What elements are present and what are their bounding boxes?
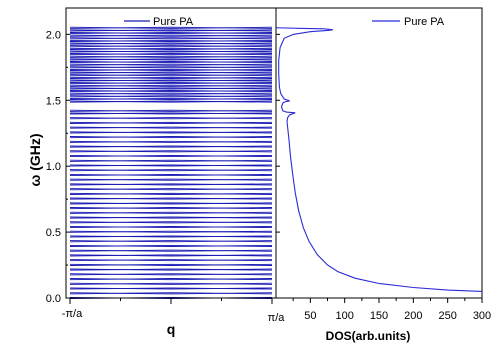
band-line — [69, 55, 273, 58]
dos-curve — [275, 26, 483, 292]
band-line — [69, 121, 273, 124]
band-line — [69, 71, 273, 74]
band-line — [69, 150, 273, 153]
band-line — [69, 235, 273, 238]
band-line — [69, 126, 273, 129]
band-line — [69, 278, 273, 281]
q-axis-ticks — [69, 298, 273, 304]
dispersion-legend-label: Pure PA — [153, 16, 194, 28]
dispersion-legend: Pure PA — [124, 16, 194, 28]
band-line — [69, 109, 273, 112]
band-line — [69, 42, 273, 45]
dos-axis-title: DOS(arb.units) — [326, 329, 411, 343]
band-line — [69, 292, 273, 295]
band-line — [69, 169, 273, 172]
band-line — [69, 282, 273, 285]
band-line — [69, 37, 273, 40]
band-line — [69, 100, 273, 103]
dos-tick-label: 250 — [438, 310, 456, 322]
band-line — [69, 207, 273, 210]
band-lines — [69, 26, 273, 300]
band-line — [69, 95, 273, 98]
band-line — [69, 76, 273, 79]
band-line — [69, 211, 273, 214]
dispersion-panel: 0.0 0.5 1.0 1.5 2.0 -π/a π/a q ω (GHz) Pure … — [27, 7, 286, 337]
band-line — [69, 287, 273, 290]
band-line — [69, 92, 273, 95]
band-line — [69, 68, 273, 71]
dos-legend: Pure PA — [372, 16, 445, 28]
y-tick-label: 0.5 — [46, 227, 61, 239]
dos-tick-label: 200 — [404, 310, 422, 322]
band-line — [69, 74, 273, 77]
band-line — [69, 26, 273, 29]
band-line — [69, 82, 273, 85]
band-line — [69, 84, 273, 87]
dos-frame — [275, 7, 483, 299]
band-line — [69, 53, 273, 56]
band-line — [69, 244, 273, 247]
y-tick-label: 0.0 — [46, 293, 61, 305]
dos-tick-label: 100 — [335, 310, 353, 322]
band-line — [69, 197, 273, 200]
band-line — [69, 263, 273, 266]
band-line — [69, 273, 273, 276]
band-line — [69, 159, 273, 162]
band-line — [69, 154, 273, 158]
band-line — [69, 140, 273, 143]
dos-tick-label: 300 — [473, 310, 491, 322]
band-line — [69, 50, 273, 53]
band-line — [69, 225, 273, 229]
band-line — [69, 32, 273, 35]
band-line — [69, 183, 273, 186]
band-line — [69, 192, 273, 195]
dos-legend-label: Pure PA — [404, 16, 445, 28]
band-line — [69, 188, 273, 191]
band-line — [69, 117, 273, 120]
band-line — [69, 164, 273, 167]
band-line — [69, 47, 273, 50]
q-tick-label-right: π/a — [268, 312, 286, 324]
band-line — [69, 240, 273, 243]
dos-tick-label: 50 — [304, 310, 316, 322]
band-line — [69, 136, 273, 139]
band-line — [69, 39, 273, 42]
band-line — [69, 90, 273, 93]
band-line — [69, 66, 273, 69]
dos-axis-ticks: 50 100 150 200 250 300 — [292, 298, 491, 322]
band-line — [69, 34, 273, 37]
band-line — [69, 29, 273, 32]
band-line — [69, 79, 273, 82]
q-axis-title: q — [167, 321, 176, 337]
band-line — [69, 254, 273, 257]
y-tick-label: 1.5 — [46, 95, 61, 107]
band-line — [69, 230, 273, 233]
y-tick-label: 2.0 — [46, 29, 61, 41]
band-line — [69, 131, 273, 134]
band-line — [69, 173, 273, 177]
band-line — [69, 268, 273, 271]
band-line — [69, 112, 273, 115]
dos-panel: 50 100 150 200 250 300 DOS(arb.units) Pure PA — [275, 7, 491, 343]
band-line — [69, 87, 273, 90]
band-line — [69, 259, 273, 262]
y-axis-ticks: 0.0 0.5 1.0 1.5 2.0 — [46, 29, 280, 305]
band-line — [69, 249, 273, 252]
band-line — [69, 97, 273, 100]
band-line — [69, 63, 273, 66]
band-line — [69, 61, 273, 64]
band-line — [69, 178, 273, 181]
dos-tick-label: 150 — [370, 310, 388, 322]
band-line — [69, 58, 273, 61]
y-tick-label: 1.0 — [46, 161, 61, 173]
band-line — [69, 221, 273, 224]
band-line — [69, 216, 273, 219]
band-line — [69, 202, 273, 205]
band-line — [69, 45, 273, 48]
q-tick-label-left: -π/a — [62, 308, 83, 320]
omega-axis-title: ω (GHz) — [27, 133, 43, 186]
band-line — [69, 145, 273, 148]
